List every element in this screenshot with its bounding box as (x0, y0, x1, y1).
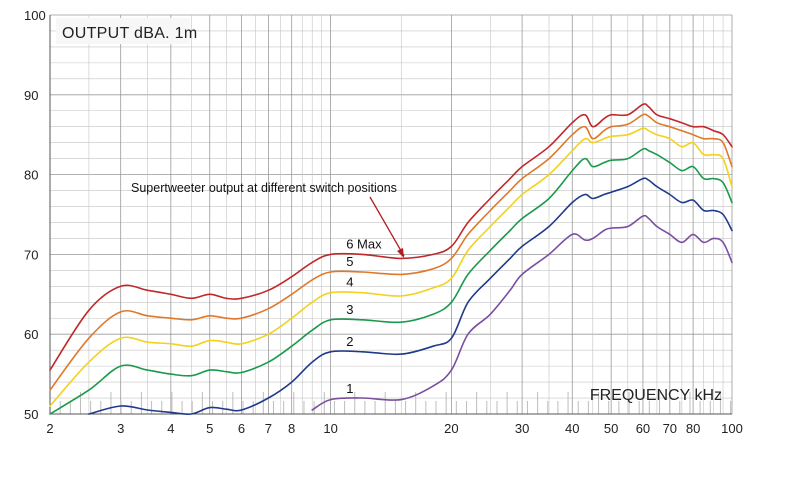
x-tick-label: 60 (636, 421, 650, 436)
x-tick-label: 7 (265, 421, 272, 436)
x-tick-label: 3 (117, 421, 124, 436)
chart-title: OUTPUT dBA. 1m (62, 25, 198, 42)
x-tick-label: 30 (515, 421, 529, 436)
series-label: 2 (346, 334, 353, 349)
series-lines: 1 2 3 4 5 6 Max (49, 103, 733, 415)
x-tick-label: 10 (323, 421, 337, 436)
grid (49, 14, 733, 415)
x-tick-label: 40 (565, 421, 579, 436)
x-axis-label: FREQUENCY kHz (590, 387, 722, 404)
x-tick-label: 80 (686, 421, 700, 436)
series-label: 1 (346, 381, 353, 396)
y-tick-label: 90 (24, 88, 38, 103)
x-tick-label: 20 (444, 421, 458, 436)
chart-title-box (56, 18, 190, 44)
y-tick-label: 80 (24, 168, 38, 183)
x-tick-label: 50 (604, 421, 618, 436)
x-tick-label: 6 (238, 421, 245, 436)
series-line-5 (49, 113, 733, 391)
annotation-arrowhead (397, 248, 404, 258)
y-tick-label: 50 (24, 407, 38, 422)
series-line-1 (311, 214, 733, 411)
x-tick-label: 2 (46, 421, 53, 436)
series-line-3 (49, 147, 733, 415)
x-tick-label: 8 (288, 421, 295, 436)
series-line-6 (49, 103, 733, 371)
y-tick-label: 70 (24, 247, 38, 262)
chart-annotation: Supertweeter output at different switch … (131, 181, 397, 195)
x-tick-label: 4 (167, 421, 174, 436)
y-tick-label: 60 (24, 327, 38, 342)
series-label: 5 (346, 254, 353, 269)
series-line-4 (49, 127, 733, 407)
series-label: 4 (346, 275, 353, 290)
frequency-rug-marks (49, 392, 732, 414)
y-tick-label: 100 (24, 8, 46, 23)
x-tick-label: 100 (721, 421, 743, 436)
x-tick-label: 5 (206, 421, 213, 436)
series-label: 3 (346, 302, 353, 317)
x-tick-label: 70 (663, 421, 677, 436)
series-label: 6 Max (346, 236, 382, 251)
annotation-arrow-line (369, 196, 405, 257)
axes: 50 60 70 80 90 100 2 3 4 5 6 7 8 10 20 30 40 50 60 70 80 100 (24, 8, 743, 436)
series-line-2 (88, 177, 733, 415)
